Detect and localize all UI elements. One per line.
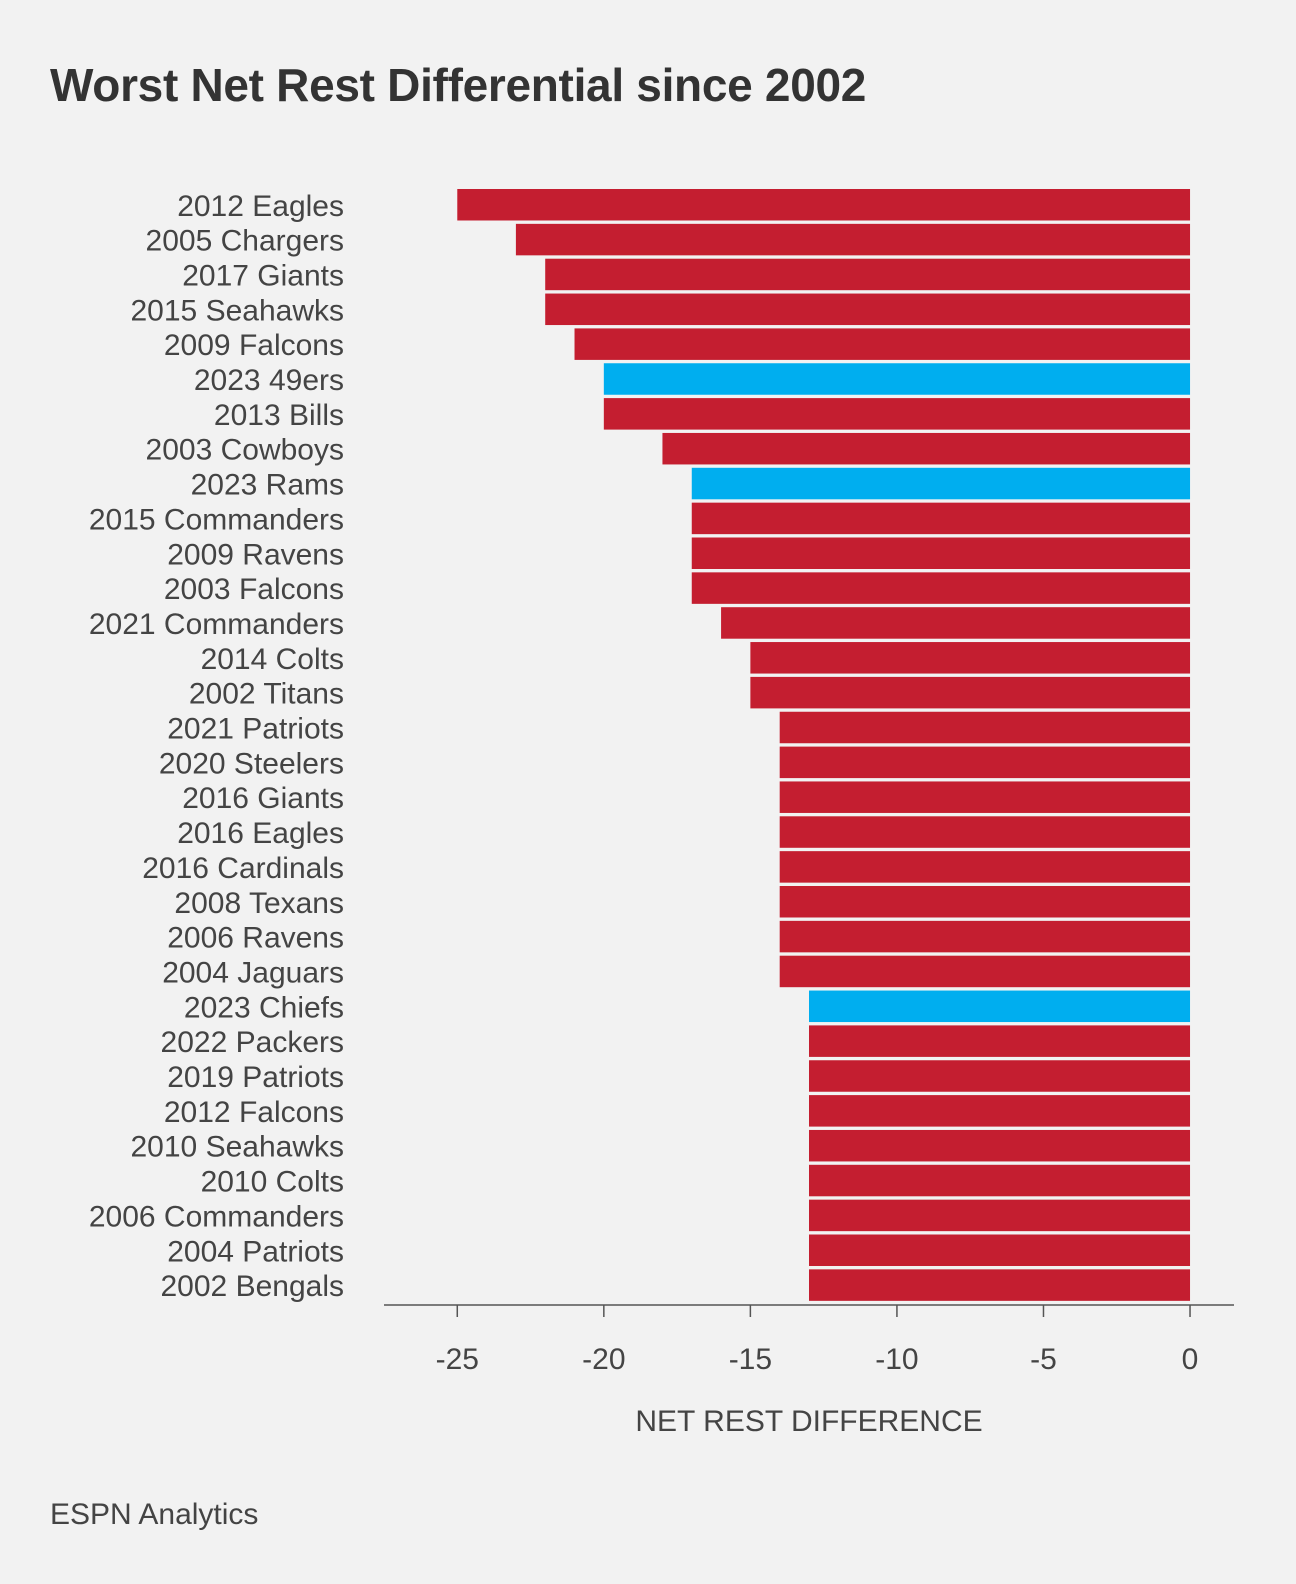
bar — [809, 1164, 1191, 1197]
category-label: 2002 Bengals — [161, 1270, 345, 1303]
category-label: 2006 Ravens — [167, 922, 344, 955]
chart-title: Worst Net Rest Differential since 2002 — [50, 59, 867, 111]
category-label: 2010 Seahawks — [131, 1131, 345, 1164]
bar — [515, 223, 1191, 256]
category-label: 2013 Bills — [214, 399, 344, 432]
bar — [691, 467, 1191, 500]
category-label: 2009 Falcons — [164, 329, 344, 362]
bar — [809, 1095, 1191, 1127]
x-tick-label: -10 — [875, 1343, 918, 1376]
bar — [750, 676, 1191, 709]
category-label: 2015 Seahawks — [131, 294, 345, 327]
category-label: 2008 Texans — [174, 887, 344, 920]
category-label: 2002 Titans — [189, 678, 344, 711]
x-tick-label: -5 — [1030, 1343, 1057, 1376]
bar — [691, 502, 1191, 535]
bar — [809, 1129, 1191, 1162]
category-label: 2019 Patriots — [167, 1061, 344, 1094]
bar — [662, 432, 1191, 465]
category-label: 2021 Patriots — [167, 713, 344, 746]
x-tick-label: 0 — [1182, 1343, 1199, 1376]
source-credit: ESPN Analytics — [50, 1498, 259, 1531]
bar — [809, 1234, 1191, 1266]
category-label: 2003 Cowboys — [146, 434, 344, 467]
category-label: 2015 Commanders — [89, 503, 344, 536]
bar — [603, 363, 1191, 395]
x-axis-label: NET REST DIFFERENCE — [635, 1405, 982, 1438]
bar — [809, 1199, 1191, 1232]
bar — [691, 537, 1191, 569]
category-label: 2005 Chargers — [146, 225, 344, 258]
bar — [457, 189, 1191, 221]
category-label: 2016 Giants — [182, 782, 344, 815]
bar — [750, 642, 1191, 674]
category-label: 2022 Packers — [161, 1026, 344, 1059]
bar — [691, 572, 1191, 604]
bar — [603, 398, 1191, 430]
category-label: 2023 Rams — [191, 469, 344, 502]
bar — [809, 1025, 1191, 1057]
bar — [779, 781, 1191, 813]
category-label: 2017 Giants — [182, 259, 344, 292]
bar — [809, 1269, 1191, 1301]
bar — [779, 816, 1191, 848]
category-label: 2021 Commanders — [89, 608, 344, 641]
category-label: 2012 Eagles — [177, 190, 344, 223]
x-tick-label: -25 — [436, 1343, 479, 1376]
category-label: 2012 Falcons — [164, 1096, 344, 1129]
x-tick-label: -15 — [729, 1343, 772, 1376]
bar — [779, 955, 1191, 988]
category-label: 2023 49ers — [194, 364, 344, 397]
category-label: 2023 Chiefs — [184, 991, 344, 1024]
bar — [574, 328, 1191, 360]
category-label: 2014 Colts — [201, 643, 344, 676]
bar — [809, 1060, 1191, 1092]
category-label: 2009 Ravens — [167, 538, 344, 571]
bar — [545, 293, 1191, 326]
x-tick-label: -20 — [582, 1343, 625, 1376]
bar — [721, 607, 1191, 639]
category-label: 2004 Patriots — [167, 1235, 344, 1268]
bar — [545, 258, 1191, 291]
category-label: 2004 Jaguars — [162, 956, 344, 989]
bar — [779, 711, 1191, 744]
bar — [809, 990, 1191, 1023]
category-label: 2010 Colts — [201, 1166, 344, 1199]
category-label: 2016 Eagles — [177, 817, 344, 850]
x-ticks-group: -25 -20 -15 -10 -5 0 — [436, 1305, 1199, 1376]
bars-group — [457, 189, 1191, 1301]
category-label: 2006 Commanders — [89, 1200, 344, 1233]
bar — [779, 851, 1191, 883]
bar — [779, 920, 1191, 953]
bar — [779, 886, 1191, 918]
category-label: 2016 Cardinals — [142, 852, 344, 885]
bar — [779, 746, 1191, 779]
category-label: 2020 Steelers — [159, 747, 344, 780]
category-label: 2003 Falcons — [164, 573, 344, 606]
